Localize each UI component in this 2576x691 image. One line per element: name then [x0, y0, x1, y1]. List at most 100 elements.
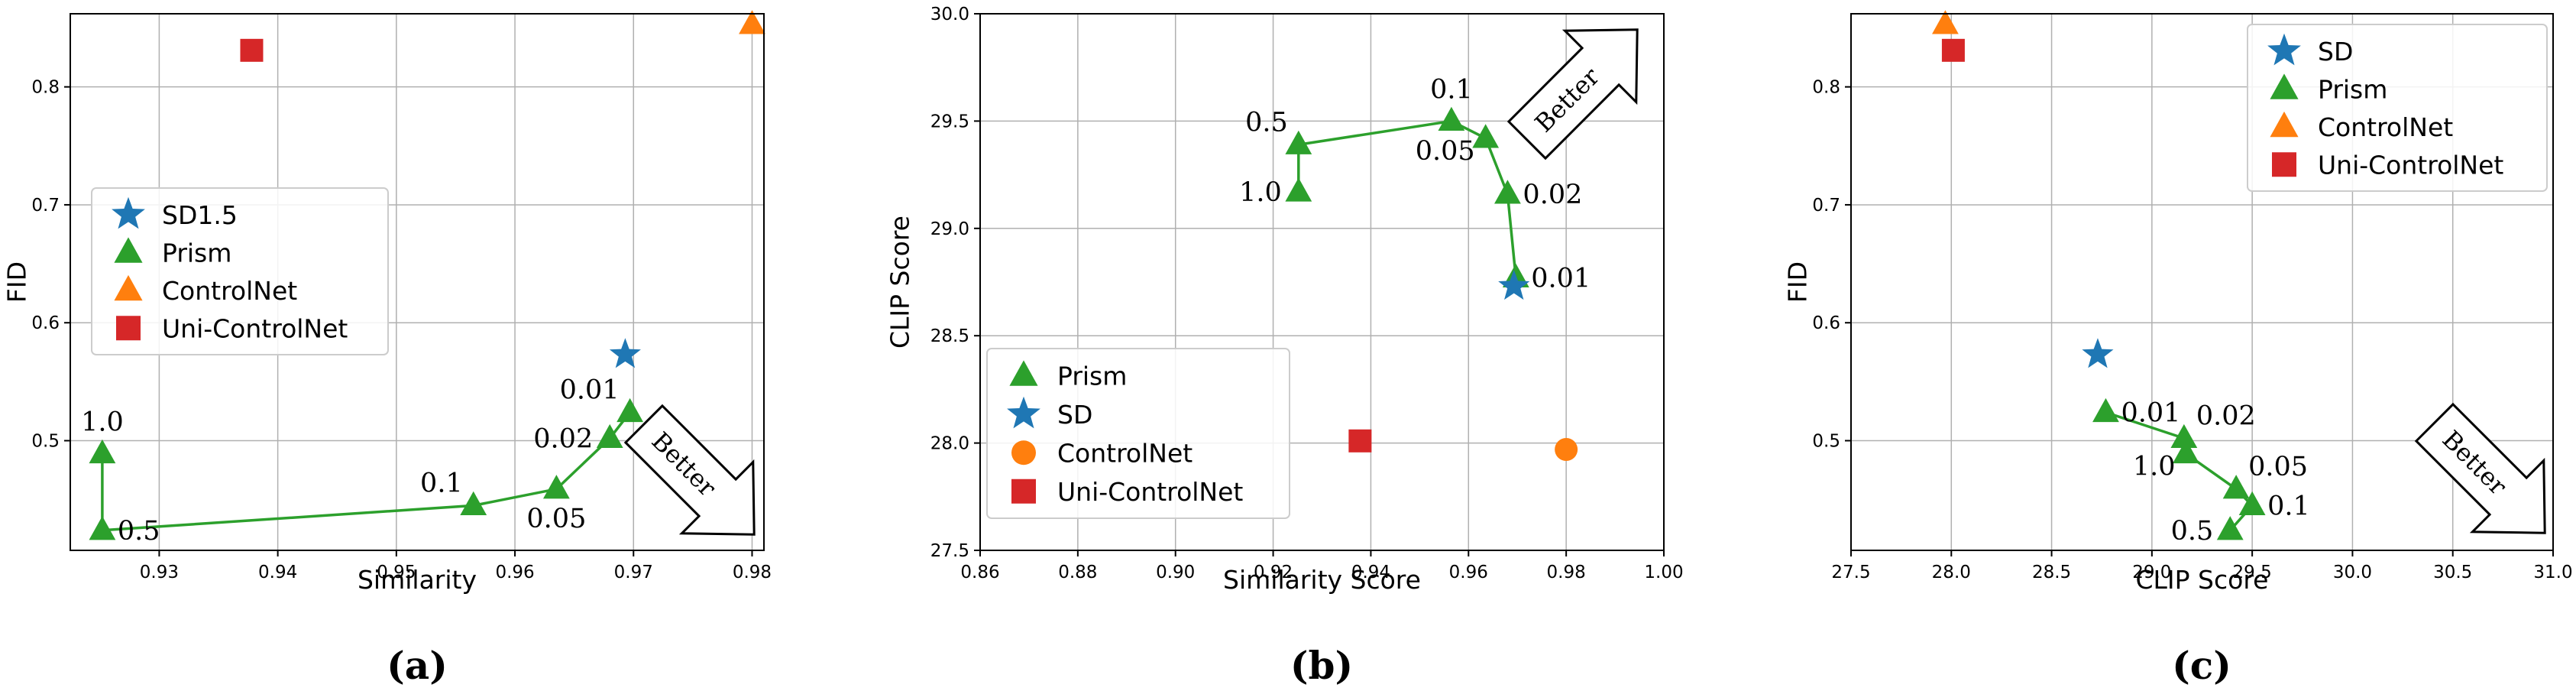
y-tick-label: 27.5: [930, 541, 969, 561]
y-tick-label: 0.6: [31, 313, 60, 333]
x-tick-label: 29.5: [2233, 563, 2272, 582]
controlnet-point: [1555, 438, 1578, 462]
chart-c: 27.5 28.0 28.5 29.0 29.5 30.0 30.5 31.0 0.5 0.6 0.…: [1783, 10, 2573, 688]
controlnet-point: [739, 10, 765, 34]
legend-marker: [1007, 396, 1040, 429]
legend-entry: ControlNet: [1057, 438, 1193, 468]
x-tick-label: 28.0: [1932, 563, 1971, 582]
prism-point: [616, 397, 644, 423]
chart-b: 0.86 0.88 0.90 0.92 0.94 0.96 0.98 1.00 27.5 28.0…: [885, 5, 1684, 688]
prism-point: [89, 516, 116, 540]
point-label: 0.1: [2267, 491, 2310, 521]
prism-point: [1285, 130, 1312, 154]
legend-box: [2247, 24, 2548, 192]
y-tick-label: 29.0: [930, 219, 969, 239]
legend: Prism SD ControlNet Uni-ControlNet: [986, 348, 1290, 519]
prism-point: [2238, 491, 2266, 515]
prism-point: [2173, 439, 2199, 464]
x-tick-label: 0.92: [1254, 563, 1293, 582]
x-tick-label: 29.0: [2132, 563, 2171, 582]
y-axis-label: FID: [2, 261, 32, 303]
x-tick-label: 27.5: [1831, 563, 1870, 582]
legend-marker: [114, 237, 143, 263]
y-tick-label: 0.7: [1812, 196, 1840, 216]
panel-caption: (c): [2172, 643, 2231, 688]
legend-box: [91, 187, 389, 355]
legend-entry: Prism: [1057, 361, 1127, 391]
better-arrow-shape: [2414, 402, 2546, 534]
x-tick-label: 0.98: [1547, 563, 1586, 582]
legend-marker: [114, 274, 143, 301]
legend-marker: [116, 316, 141, 341]
point-label: 1.0: [2133, 451, 2176, 482]
x-tick-label: 0.97: [614, 563, 653, 582]
prism-point: [2216, 516, 2244, 540]
x-axis-label: Similarity Score: [1223, 565, 1421, 595]
x-tick-label: 0.86: [960, 563, 999, 582]
y-axis-label: CLIP Score: [885, 216, 915, 349]
legend-entry: Uni-ControlNet: [162, 313, 348, 343]
legend-entry: ControlNet: [2318, 112, 2453, 142]
legend-marker: [2270, 73, 2299, 99]
plot-frame: [70, 13, 765, 551]
legend-entry: Uni-ControlNet: [1057, 477, 1243, 507]
x-tick-label: 28.5: [2032, 563, 2071, 582]
better-arrow-shape: [623, 404, 756, 536]
x-tick-label: 0.98: [733, 563, 772, 582]
prism-point: [1472, 124, 1500, 148]
uni-controlnet-point: [1348, 429, 1372, 453]
x-tick-label: 0.88: [1058, 563, 1097, 582]
legend-entry: SD: [1057, 400, 1092, 430]
legend-marker: [2267, 33, 2301, 66]
point-label: 0.05: [2248, 452, 2308, 482]
legend-entry: Prism: [162, 238, 231, 268]
panel-caption: (b): [1290, 643, 1353, 688]
legend-box: [986, 348, 1290, 519]
point-label: 0.01: [560, 375, 620, 405]
prism-point: [2092, 397, 2119, 423]
uni-controlnet-point: [1941, 38, 1965, 62]
y-tick-label: 28.5: [930, 326, 969, 346]
prism-point: [1438, 106, 1465, 131]
point-label: 0.01: [2121, 397, 2180, 428]
prism-point: [1285, 177, 1312, 202]
legend-entry: SD: [2318, 37, 2353, 67]
prism-point: [542, 475, 570, 499]
x-tick-label: 0.96: [495, 563, 534, 582]
point-label: 0.5: [2171, 516, 2214, 547]
legend-entry: Uni-ControlNet: [2318, 150, 2503, 180]
point-label: 0.01: [1531, 263, 1591, 294]
legend-marker: [2270, 111, 2299, 138]
point-label: 0.02: [2196, 401, 2256, 431]
legend-entry: SD1.5: [162, 200, 238, 230]
point-label: 0.05: [526, 504, 586, 534]
chart-a: 0.93 0.94 0.95 0.96 0.97 0.98 0.5 0.6 0.7 0.8 Simi…: [2, 10, 772, 688]
legend: SD1.5 Prism ControlNet Uni-ControlNet: [91, 187, 389, 355]
prism-point: [2222, 475, 2250, 499]
y-tick-label: 29.5: [930, 112, 969, 131]
sd1-5-point: [609, 338, 641, 368]
x-axis-label: Similarity: [358, 565, 477, 595]
point-label: 0.5: [1245, 107, 1288, 138]
plot-frame: [979, 13, 1665, 551]
legend-marker: [2272, 152, 2296, 177]
legend: SD Prism ControlNet Uni-ControlNet: [2247, 24, 2548, 192]
prism-point: [89, 439, 116, 464]
sd-point: [1498, 270, 1530, 300]
legend-marker: [1011, 479, 1036, 504]
sd-point: [2082, 338, 2114, 368]
y-tick-label: 30.0: [930, 5, 969, 24]
y-tick-label: 0.5: [1812, 432, 1840, 452]
legend-entry: ControlNet: [162, 276, 297, 306]
y-tick-label: 0.7: [31, 196, 60, 216]
y-tick-label: 0.8: [1812, 78, 1840, 98]
x-tick-label: 0.94: [258, 563, 297, 582]
prism-point: [596, 423, 623, 449]
point-label: 0.5: [118, 516, 160, 547]
prism-point: [460, 491, 487, 515]
controlnet-point: [1932, 10, 1959, 34]
point-label: 1.0: [81, 407, 124, 437]
better-arrow-shape: [1506, 28, 1639, 161]
y-tick-label: 0.8: [31, 78, 60, 98]
